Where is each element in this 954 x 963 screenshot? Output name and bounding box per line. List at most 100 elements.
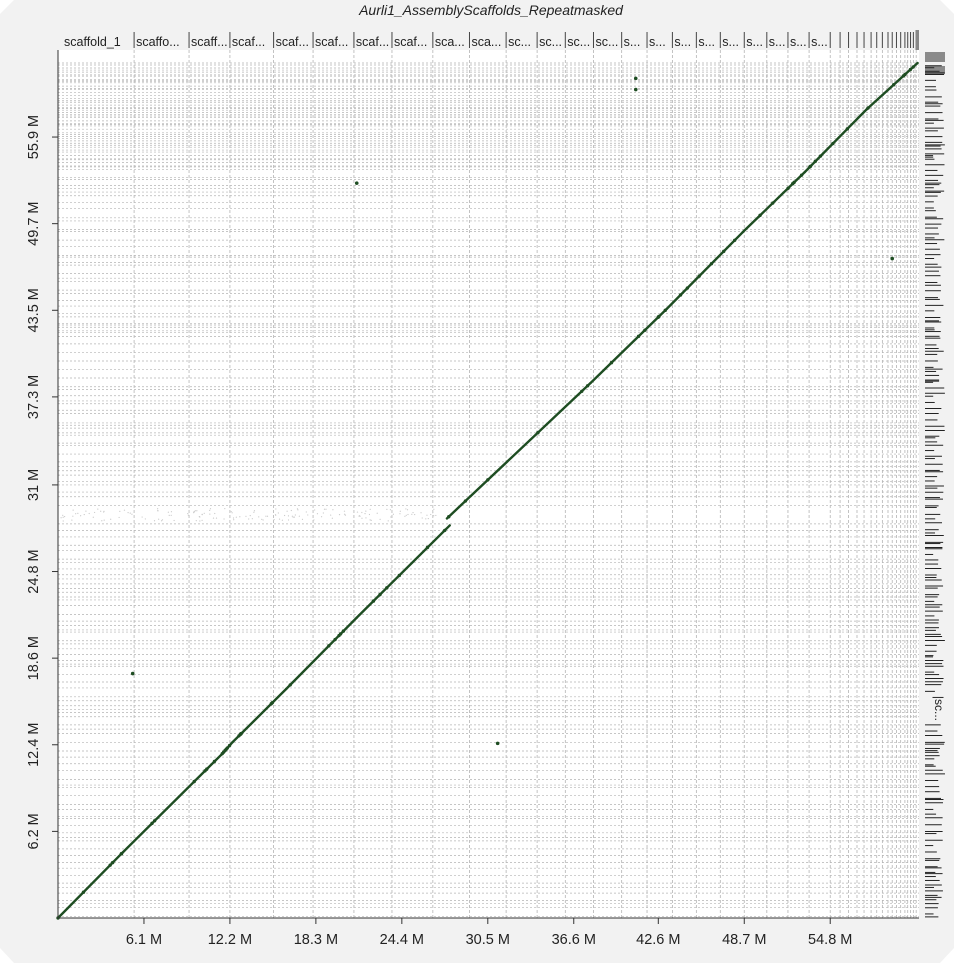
noise-point [412,512,414,514]
alignment-point [678,293,683,297]
noise-point [201,514,203,516]
x-tick-label: 6.1 M [126,932,162,948]
scaffold-cluster-block [925,52,945,62]
scaffold-label: s... [790,35,807,49]
alignment-point [447,515,451,519]
noise-point [193,511,195,513]
noise-point [170,511,173,513]
noise-point [287,515,290,517]
noise-point [72,515,74,517]
noise-point [287,519,290,521]
noise-point [404,515,406,517]
noise-point [281,519,283,521]
noise-point [224,508,226,510]
noise-point [144,518,146,520]
noise-point [433,515,435,517]
alignment-point [119,852,124,856]
noise-point [376,512,378,514]
noise-point [62,520,64,522]
alignment-point [891,83,896,87]
noise-point [92,516,94,518]
noise-point [119,510,121,512]
y-tick-label: 31 M [26,469,42,501]
alignment-point [845,127,850,131]
scaffold-label: s... [674,35,691,49]
y-axis: 6.2 M 12.4 M 18.6 M 24.8 M 31 M 37.3 M 43.5 M 4… [26,50,59,918]
alignment-point [758,213,762,218]
alignment-point [425,545,430,550]
scaffold-label: sca... [471,35,501,49]
noise-point [427,517,429,520]
noise-point [265,515,267,517]
scaffold-label: sc... [508,35,531,49]
scaffold-label: scaffo... [136,35,180,49]
alignment-point [536,431,540,435]
noise-point [275,514,277,516]
noise-point [253,510,256,512]
noise-point [187,514,190,516]
y-tick-label: 37.3 M [26,375,42,419]
noise-point [100,510,102,512]
noise-point [330,514,332,516]
noise-point [231,512,233,514]
noise-point [199,520,201,522]
noise-point [421,517,423,519]
alignment-point [636,334,641,339]
noise-point [77,512,79,514]
noise-point [251,518,253,520]
x-tick-label: 24.4 M [380,932,424,948]
noise-point [62,516,64,518]
noise-point [399,510,401,512]
noise-point [118,516,120,519]
alignment-segment [589,307,668,385]
noise-point [245,515,247,517]
noise-point [432,512,434,514]
noise-point [72,509,74,511]
noise-point [286,510,288,512]
noise-point [85,510,87,512]
alignment-point [722,249,726,254]
noise-point [266,515,269,517]
noise-point [103,510,105,512]
noise-point [103,519,105,521]
noise-point [316,513,319,515]
scaffold-label: s... [746,35,763,49]
scaffold-label: scaf... [356,35,389,49]
noise-point [258,516,260,518]
alignment-point [397,573,402,578]
alignment-point [790,182,795,186]
top-scaffold-labels: scaffold_1 scaffo... scaff... scaf... scaf..… [64,30,919,50]
alignment-point [657,314,661,319]
noise-point [275,508,277,510]
noise-point [369,508,371,510]
noise-point [214,512,216,515]
noise-point [323,508,326,510]
noise-point [426,514,428,516]
alignment-point [110,860,115,865]
noise-point [338,514,341,516]
noise-point [194,510,196,512]
alignment-point [643,328,647,332]
noise-point [379,518,381,520]
alignment-point [733,238,737,242]
off-diagonal-point [633,76,638,81]
noise-point [387,520,389,522]
x-tick-label: 18.3 M [294,932,338,948]
scaffold-label: sca... [435,35,465,49]
alignment-point [108,863,112,867]
noise-point [356,511,359,513]
noise-point [331,517,333,519]
x-tick-label: 12.2 M [208,932,252,948]
alignment-point [866,106,870,110]
noise-point [141,516,143,518]
noise-point [320,516,323,518]
scaffold-label: s... [649,35,666,49]
alignment-point [152,819,157,823]
alignment-point [212,759,217,764]
scaffold-grid [58,50,919,918]
off-diagonal-point [354,181,359,185]
noise-point [305,511,307,513]
noise-point [425,518,427,520]
noise-point [344,514,347,516]
off-diagonal-point [633,87,638,92]
